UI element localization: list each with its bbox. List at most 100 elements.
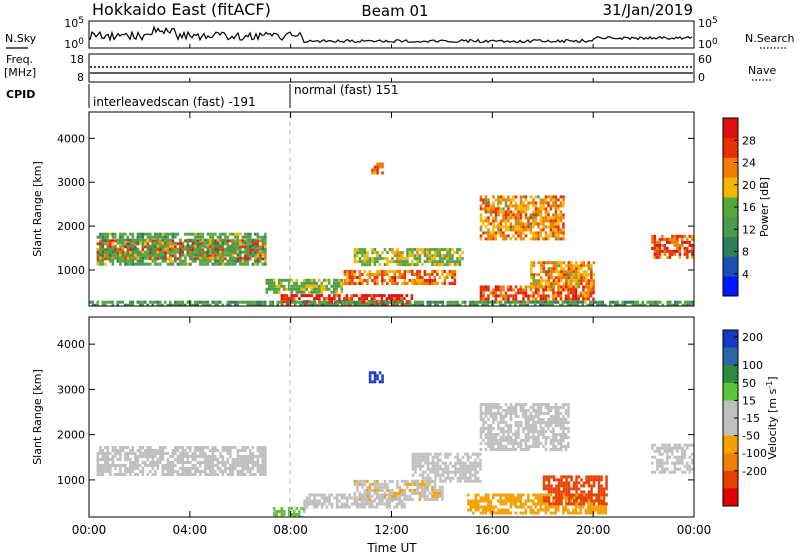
velocity-cell [545, 487, 548, 491]
velocity-cell [509, 511, 513, 515]
power-cell [557, 294, 560, 298]
velocity-cell [151, 464, 155, 467]
power-cell [184, 253, 187, 257]
velocity-cell [550, 484, 553, 488]
power-cell [582, 273, 586, 277]
power-cell [405, 300, 409, 304]
power-cell [453, 273, 457, 276]
power-cell [524, 198, 528, 202]
power-cell [229, 256, 232, 260]
velocity-cell [471, 473, 475, 477]
power-cell [436, 248, 439, 252]
power-cell [161, 247, 165, 251]
power-cell [519, 237, 523, 241]
velocity-cell [537, 433, 540, 436]
velocity-cell [373, 377, 377, 381]
velocity-cell [146, 449, 150, 452]
power-cell [408, 279, 412, 282]
power-cell [403, 276, 407, 279]
power-cell [587, 264, 591, 268]
power-cell [114, 256, 117, 260]
velocity-cell [381, 377, 384, 381]
power-cell [234, 239, 237, 243]
power-cell [524, 222, 528, 226]
velocity-cell [668, 470, 672, 474]
power-cell [572, 270, 576, 274]
power-cell [328, 281, 331, 285]
power-cell [579, 291, 583, 295]
velocity-cell [559, 448, 563, 451]
power-cell [557, 282, 561, 286]
power-cell [418, 254, 422, 258]
velocity-cell [201, 461, 205, 464]
power-cell [301, 303, 304, 306]
velocity-cell [224, 449, 227, 452]
velocity-cell [373, 497, 377, 501]
power-cell [686, 249, 689, 253]
velocity-cell [529, 505, 533, 509]
power-cell [530, 273, 533, 277]
power-cell [540, 261, 543, 265]
power-cell [404, 303, 407, 306]
power-cell [214, 259, 217, 263]
power-cell [539, 210, 543, 214]
velocity-cell [426, 461, 430, 465]
velocity-cell [557, 415, 560, 418]
date-label: 31/Jan/2019 [603, 1, 694, 19]
velocity-cell [179, 473, 182, 476]
velocity-cell [522, 430, 525, 433]
power-cell [559, 294, 563, 298]
power-cell [494, 207, 498, 211]
power-cell [121, 259, 125, 263]
power-cell [305, 300, 309, 304]
power-cell [199, 247, 202, 251]
power-cell [366, 251, 369, 255]
power-cell [226, 259, 230, 263]
velocity-cell [181, 470, 185, 473]
power-cell [181, 247, 185, 251]
velocity-cell [229, 452, 232, 455]
velocity-cell [139, 446, 142, 449]
power-cell [96, 253, 100, 257]
power-cell [406, 282, 409, 285]
velocity-cell [494, 418, 498, 421]
power-cell [562, 225, 565, 229]
velocity-cell [605, 484, 608, 488]
power-cell [537, 225, 540, 229]
power-cell [522, 222, 525, 226]
velocity-cell [96, 461, 100, 464]
power-cell [512, 213, 515, 217]
power-cell [559, 237, 563, 241]
power-cell [560, 270, 563, 274]
velocity-cell [101, 464, 105, 467]
power-cell [584, 294, 588, 298]
velocity-cell [534, 424, 538, 427]
power-cell [502, 213, 505, 217]
power-colorbar-segment [723, 157, 738, 178]
velocity-cell [428, 482, 432, 486]
power-cell [368, 276, 372, 279]
power-cell [557, 285, 561, 289]
velocity-cell [119, 473, 122, 476]
power-cell [268, 281, 271, 285]
power-cell [381, 300, 384, 304]
velocity-cell [161, 470, 165, 473]
velocity-cell [656, 458, 659, 462]
power-cell [398, 254, 402, 258]
velocity-cell [688, 443, 692, 447]
power-cell [121, 248, 125, 252]
power-cell [453, 282, 457, 285]
power-cell [547, 294, 550, 298]
velocity-cell [378, 493, 381, 497]
power-cell [594, 300, 597, 304]
velocity-cell [527, 427, 530, 430]
power-cell [278, 281, 281, 285]
power-cell [154, 232, 157, 236]
power-cell [489, 300, 492, 304]
power-cell [194, 303, 197, 306]
velocity-cell [509, 505, 513, 509]
power-cell [550, 261, 553, 265]
power-cell [482, 291, 485, 295]
velocity-cell [554, 409, 558, 412]
power-cell [484, 207, 488, 211]
